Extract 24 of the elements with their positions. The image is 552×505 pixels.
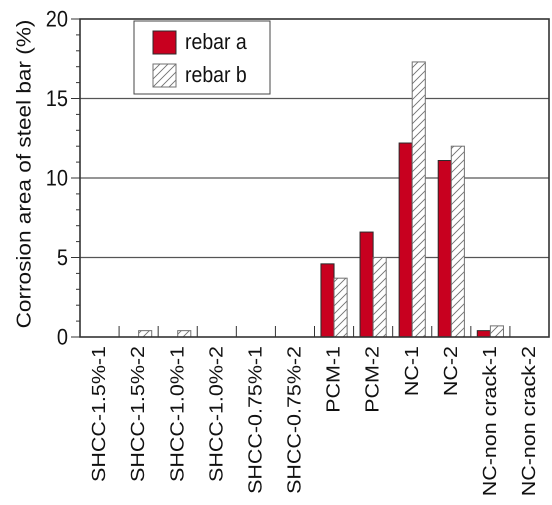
x-tick-label: PCM-1 [324, 346, 344, 413]
y-tick-label: 5 [56, 244, 68, 270]
x-tick-label: SHCC-1.0%-2 [206, 346, 228, 482]
x-tick-label: NC-non crack-1 [480, 346, 501, 496]
x-tick-label: SHCC-0.75%-2 [284, 346, 306, 494]
x-tick-label: SHCC-1.5%-1 [89, 346, 110, 482]
bar [450, 146, 465, 338]
y-axis-title: Corrosion area of steel bar (%) [12, 20, 36, 328]
bar [334, 278, 348, 338]
y-tick-label: 20 [46, 6, 68, 32]
legend-label: rebar a [185, 30, 248, 54]
x-tick-label: NC-non crack-2 [519, 346, 540, 496]
bar [412, 61, 426, 338]
y-tick-label: 15 [46, 86, 68, 112]
x-tick-label: NC-2 [440, 346, 462, 396]
x-tick-label: SHCC-1.5%-2 [128, 346, 149, 482]
y-tick-label: 0 [56, 324, 68, 350]
x-tick-label: SHCC-0.75%-1 [246, 346, 266, 494]
x-tick-label: NC-1 [402, 346, 423, 396]
y-tick-label: 10 [46, 165, 68, 191]
legend-label: rebar b [185, 62, 247, 88]
x-tick-label: SHCC-1.0%-1 [167, 346, 188, 482]
x-tick-label: PCM-2 [362, 346, 384, 413]
bar [372, 257, 387, 338]
